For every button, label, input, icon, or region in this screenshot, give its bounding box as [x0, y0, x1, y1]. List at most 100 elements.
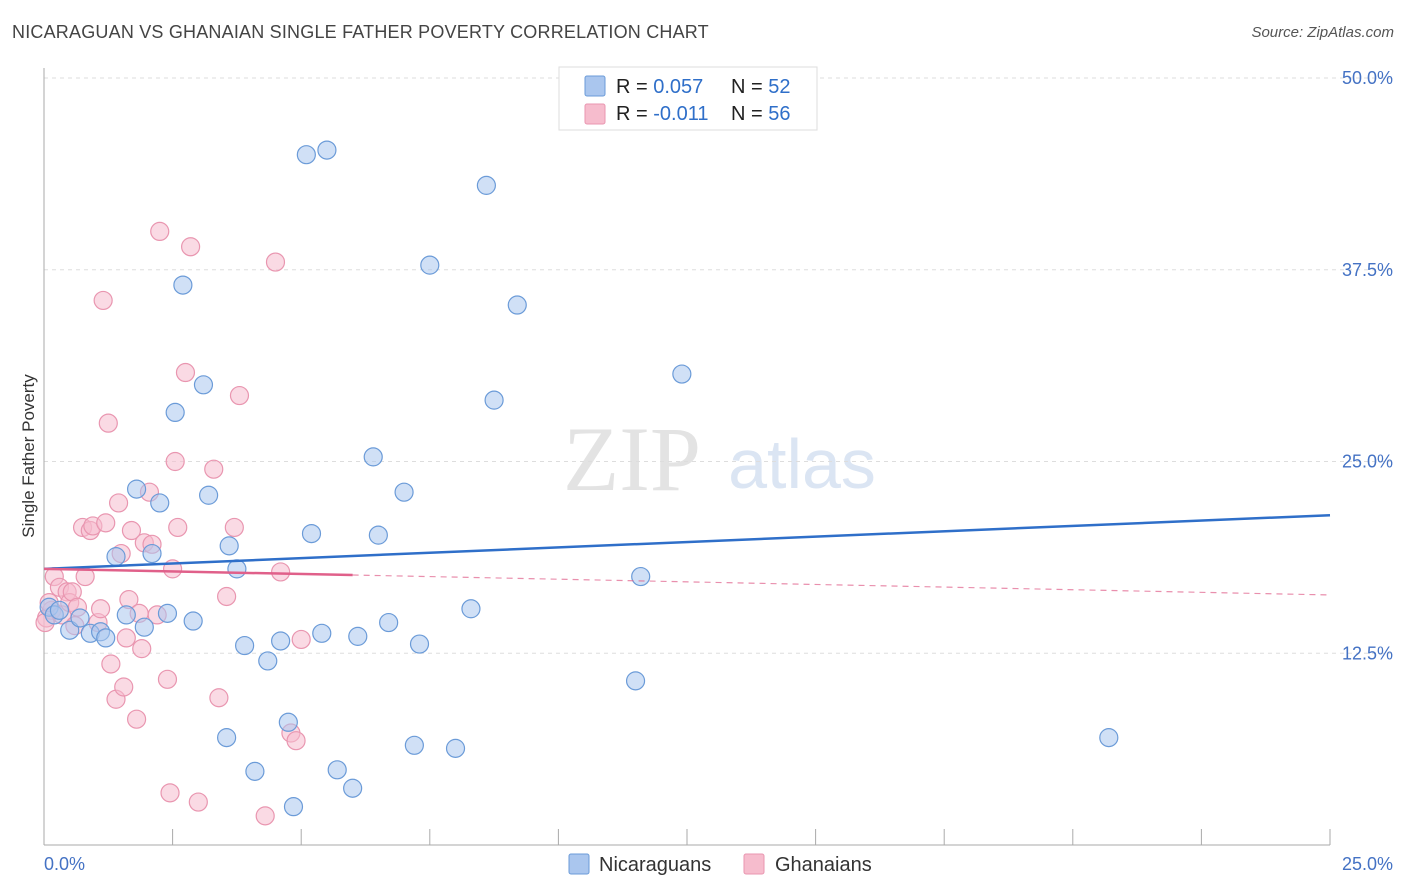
ghanaian-point [108, 493, 129, 513]
watermark-atlas: atlas [728, 425, 876, 503]
nicaraguan-point [271, 631, 291, 651]
nicaraguan-point [278, 712, 298, 732]
ghanaian-point [150, 221, 170, 241]
nicaraguan-point [235, 635, 255, 656]
nicaraguan-point [134, 617, 154, 637]
nicaraguan-point [317, 140, 337, 160]
nicaraguan-point [116, 605, 136, 625]
nicaraguan-point [445, 738, 466, 758]
nicaraguan-point [507, 295, 527, 315]
ghanaian-point [224, 517, 244, 538]
legend-nicaraguans-label[interactable]: Nicaraguans [599, 854, 711, 876]
nicaraguan-point [70, 608, 90, 628]
ghanaian-point [168, 517, 188, 538]
nicaraguan-point [327, 760, 347, 780]
y-axis-title: Single Father Poverty [19, 374, 38, 538]
ghanaian-point [255, 806, 275, 826]
nicaraguan-point [301, 523, 322, 544]
y-tick-label: 37.5% [1342, 260, 1393, 280]
nicaraguan-point [49, 600, 70, 620]
legend-ghanaians-swatch[interactable] [743, 853, 765, 875]
nicaraguan-point [126, 479, 147, 499]
nicaraguan-point [1099, 728, 1119, 748]
nicaraguan-point [199, 485, 219, 505]
nicaraguan-point [296, 145, 316, 165]
watermark-zip: ZIP [563, 408, 701, 510]
ghanaian-point [126, 709, 147, 729]
nicaraguan-point [484, 390, 504, 410]
nicaraguan-point [60, 620, 80, 640]
stats-r-label-pink: R = [616, 103, 653, 125]
nicaraguan-point [379, 612, 399, 633]
nicaraguan-point [165, 402, 185, 423]
nicaraguan-point [173, 275, 193, 295]
stats-n-value-blue: 52 [768, 76, 790, 98]
nicaraguan-point [625, 671, 646, 691]
ghanaian-point [132, 639, 152, 659]
nicaraguan-point [150, 493, 170, 513]
nicaraguan-point [96, 628, 116, 648]
stats-r-value-blue: 0.057 [653, 76, 703, 98]
x-tick-labels: 0.0% 25.0% [44, 854, 1393, 874]
ghanaian-point [157, 669, 178, 689]
axes [43, 68, 1331, 846]
nicaraguan-point [348, 626, 368, 646]
nicaraguan-point [183, 611, 203, 631]
legend-nicaraguans-swatch[interactable] [568, 853, 590, 875]
ghanaian-point [175, 362, 196, 383]
ghanaian-point [204, 459, 224, 479]
series-legend: Nicaraguans Ghanaians [568, 853, 872, 876]
nicaraguan-point [404, 735, 424, 755]
nicaraguan-point [217, 728, 237, 748]
nicaraguan-point [363, 447, 383, 467]
nicaraguan-point [420, 255, 440, 275]
stats-n-label-blue: N = [731, 76, 768, 98]
ghanaians-trend-line [43, 567, 353, 577]
chart-title: NICARAGUAN VS GHANAIAN SINGLE FATHER POV… [12, 22, 709, 42]
ghanaian-point [96, 513, 116, 533]
stats-legend-pink-swatch [584, 103, 606, 125]
y-tick-labels: 12.5% 25.0% 37.5% 50.0% [1342, 68, 1393, 663]
ghanaian-point [116, 628, 136, 648]
ghanaian-point [286, 731, 306, 751]
ghanaian-point [90, 599, 111, 619]
nicaraguan-point [672, 364, 692, 384]
svg-text:R = -0.011: R = -0.011 [616, 103, 708, 125]
x-tick-label-min: 0.0% [44, 854, 85, 874]
nicaraguan-point [157, 603, 178, 623]
stats-n-value-pink: 56 [768, 103, 790, 125]
ghanaians-trend-extension [352, 574, 1331, 596]
y-tick-label: 25.0% [1342, 452, 1393, 472]
nicaraguan-point [142, 543, 162, 564]
ghanaian-point [93, 290, 113, 311]
stats-r-label-blue: R = [616, 76, 653, 98]
ghanaian-point [98, 413, 118, 433]
nicaraguan-point [409, 634, 430, 654]
chart-source: Source: ZipAtlas.com [1251, 24, 1394, 41]
nicaraguan-point [245, 761, 265, 781]
ghanaians-points [35, 221, 311, 826]
x-tick-label-max: 25.0% [1342, 854, 1393, 874]
ghanaian-point [291, 629, 311, 650]
y-tick-label: 50.0% [1342, 68, 1393, 88]
ghanaian-point [165, 451, 185, 472]
legend-ghanaians-label[interactable]: Ghanaians [775, 854, 872, 876]
nicaraguan-point [312, 623, 332, 643]
ghanaian-point [121, 520, 142, 541]
ghanaian-point [101, 654, 121, 674]
ghanaian-point [265, 252, 286, 272]
nicaraguan-point [368, 525, 388, 545]
svg-text:N = 56: N = 56 [731, 103, 791, 125]
stats-legend: R = 0.057 N = 52 R = -0.011 N = 56 [558, 66, 818, 131]
nicaraguan-point [343, 778, 363, 798]
nicaraguan-point [106, 547, 126, 567]
svg-text:R = 0.057: R = 0.057 [616, 76, 703, 98]
stats-n-label-pink: N = [731, 103, 768, 125]
y-tick-label: 12.5% [1342, 643, 1393, 663]
ghanaian-point [160, 783, 180, 803]
nicaraguan-point [258, 651, 278, 671]
nicaraguan-point [219, 536, 239, 556]
nicaraguan-point [394, 482, 414, 502]
gridlines [44, 77, 1395, 654]
